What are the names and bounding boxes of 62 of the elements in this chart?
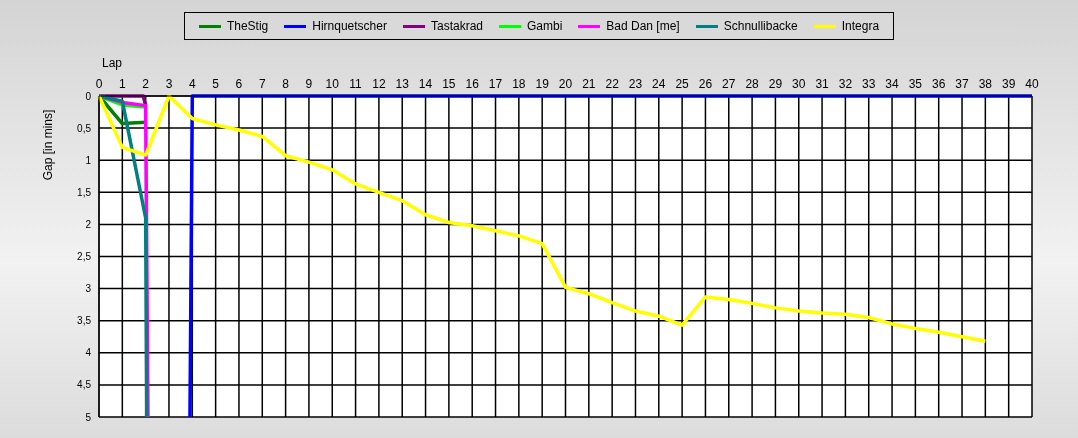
x-tick-label: 24	[652, 77, 666, 91]
x-tick-label: 22	[605, 77, 620, 91]
legend-label: Integra	[841, 19, 880, 33]
line-series	[97, 94, 988, 343]
legend-label: TheStig	[226, 19, 269, 33]
x-tick-label: 30	[792, 77, 806, 91]
x-tick-label: 18	[512, 77, 526, 91]
x-tick-label: 39	[1002, 77, 1016, 91]
x-tick-label: 35	[908, 77, 923, 91]
x-tick-label: 28	[745, 77, 760, 91]
x-tick-label: 4	[188, 77, 196, 91]
x-tick-label: 10	[325, 77, 340, 91]
x-tick-label: 19	[535, 77, 550, 91]
x-tick-label: 33	[862, 77, 876, 91]
y-tick-label: 2,5	[77, 251, 92, 263]
y-tick-label: 1,5	[77, 186, 92, 198]
x-axis-title: Lap	[102, 56, 123, 70]
x-tick-label: 21	[582, 77, 596, 91]
legend-label: Tastakrad	[430, 19, 483, 33]
x-tick-label: 36	[932, 77, 946, 91]
x-tick-label: 6	[235, 77, 243, 91]
x-tick-label: 40	[1025, 77, 1039, 91]
x-tick-label: 17	[488, 77, 503, 91]
y-axis-title: Gap [in mins]	[41, 109, 55, 181]
x-tick-label: 3	[165, 77, 173, 91]
x-tick-label: 16	[465, 77, 480, 91]
x-tick-label: 25	[675, 77, 690, 91]
x-tick-label: 13	[395, 77, 410, 91]
x-tick-label: 29	[768, 77, 783, 91]
x-tick-label: 34	[885, 77, 900, 91]
y-tick-label: 4	[85, 347, 92, 359]
x-tick-label: 32	[838, 77, 853, 91]
y-tick-label: 3,5	[77, 315, 92, 327]
x-tick-label: 11	[349, 77, 363, 91]
x-tick-label: 2	[142, 77, 150, 91]
x-tick-label: 8	[282, 77, 290, 91]
x-tick-label: 7	[258, 77, 266, 91]
y-tick-label: 2	[85, 218, 92, 230]
x-tick-label: 12	[372, 77, 386, 91]
x-tick-label: 5	[212, 77, 220, 91]
x-tick-label: 1	[118, 77, 126, 91]
legend-label: Bad Dan [me]	[606, 19, 680, 33]
y-tick-label: 3	[85, 283, 92, 295]
x-tick-label: 15	[442, 77, 456, 91]
x-tick-label: 20	[558, 77, 573, 91]
y-tick-label: 0	[85, 90, 92, 102]
x-tick-label: 31	[815, 77, 830, 91]
legend-label: Gambi	[526, 19, 563, 33]
x-tick-label: 14	[418, 77, 433, 91]
x-tick-label: 38	[978, 77, 993, 91]
y-tick-label: 5	[85, 411, 92, 423]
y-tick-label: 0,5	[77, 122, 92, 134]
x-tick-label: 37	[955, 77, 970, 91]
x-tick-label: 26	[698, 77, 713, 91]
legend-label: Hirnquetscher	[312, 19, 387, 33]
x-tick-label: 0	[95, 77, 103, 91]
y-tick-label: 1	[85, 154, 92, 166]
x-tick-label: 9	[305, 77, 313, 91]
y-tick-label: 4,5	[77, 379, 92, 391]
legend-label: Schnullibacke	[723, 19, 798, 33]
x-tick-label: 23	[628, 77, 643, 91]
x-tick-label: 27	[722, 77, 736, 91]
